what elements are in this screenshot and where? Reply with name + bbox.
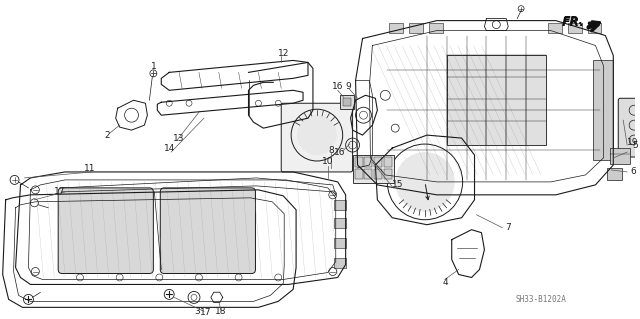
Text: 14: 14 [164,144,175,152]
Text: 18: 18 [215,307,227,316]
Bar [447,56,546,145]
Text: 3: 3 [194,307,200,316]
Bar [548,23,562,33]
Bar [374,169,382,179]
Bar [365,169,372,179]
FancyBboxPatch shape [618,98,640,157]
Text: 17: 17 [200,308,212,317]
Circle shape [297,115,337,155]
Text: 19: 19 [627,137,639,146]
Text: 7: 7 [506,223,511,232]
Text: FR.: FR. [562,16,585,29]
Bar [429,23,443,33]
Text: 15: 15 [392,180,404,189]
Text: 8: 8 [328,145,333,154]
Text: 11: 11 [84,165,95,174]
Bar [374,157,382,167]
Text: 17: 17 [54,187,66,197]
Text: 13: 13 [173,134,185,143]
Bar [334,218,346,228]
Bar [593,60,613,160]
Text: SH33-B1202A: SH33-B1202A [515,295,566,304]
Bar [340,95,353,109]
Bar [409,23,423,33]
Text: 9: 9 [346,82,351,91]
Bar [611,148,630,164]
Bar [384,157,392,167]
Text: 4: 4 [443,278,449,287]
Bar [568,23,582,33]
Bar [588,23,602,33]
Bar [334,200,346,210]
Text: 16: 16 [334,147,346,157]
Text: FR.: FR. [563,16,583,26]
Bar [365,157,372,167]
Bar [342,98,351,106]
Text: 6: 6 [630,167,636,176]
Bar [384,169,392,179]
Bar [334,257,346,268]
FancyBboxPatch shape [160,188,255,273]
FancyBboxPatch shape [58,188,154,273]
Text: 1: 1 [150,62,156,71]
FancyBboxPatch shape [281,103,353,172]
Bar [607,168,622,180]
Text: 5: 5 [632,141,638,150]
Bar [389,23,403,33]
Bar [355,169,362,179]
Text: 2: 2 [104,130,109,140]
Bar [355,157,362,167]
Text: 16: 16 [332,82,344,91]
Bar [353,155,394,183]
Bar [334,238,346,248]
Text: 12: 12 [278,49,289,58]
Circle shape [396,152,454,212]
Text: 10: 10 [322,158,333,167]
